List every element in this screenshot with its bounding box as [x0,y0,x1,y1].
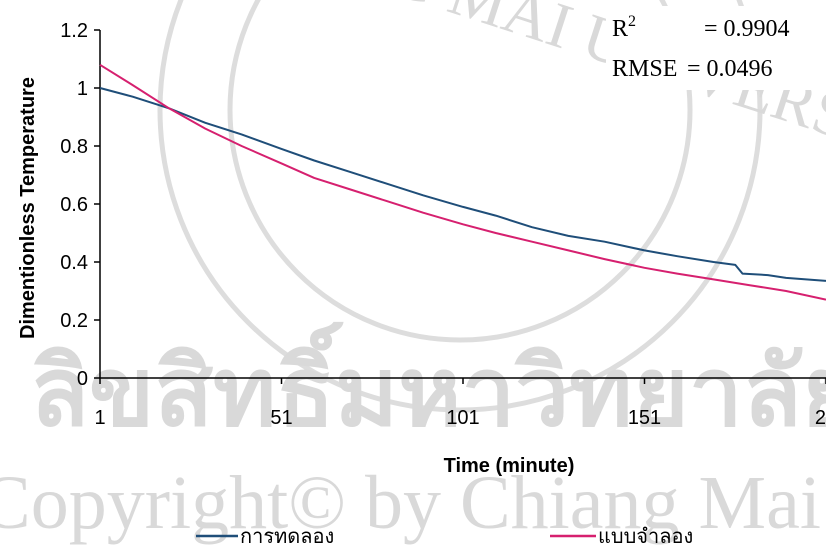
university-seal [157,0,763,413]
x-tick-label: 51 [270,407,292,429]
legend: การทดลอง แบบจำลอง [196,524,693,548]
x-tick-label: 101 [446,407,479,429]
series-line-experiment [99,87,826,282]
fit-statistics: R2 = 0.9904 RMSE = 0.0496 [606,6,826,90]
series-layer [99,63,826,301]
r2-superscript: 2 [628,13,636,30]
legend-label-experiment: การทดลอง [240,524,334,548]
y-axis-title: Dimentionless Temperature [17,77,39,339]
rmse-label: RMSE [612,56,677,82]
series-line-model [99,63,826,301]
y-axis-ticks: 0 0.2 0.4 0.6 0.8 1 1.2 [60,20,100,390]
x-tick-label: 2 [815,407,826,429]
r2-value: = 0.9904 [704,16,790,42]
watermark-thai-text: ลิขสิทธิ์มหาวิทยาลัยเชียงใหม่ [30,321,826,446]
x-axis-ticks: 1 51 101 151 2 [94,378,826,429]
y-tick-label: 0 [77,368,88,390]
watermark-copyright-text: Copyright© by Chiang Mai University [0,461,826,545]
y-tick-label: 1 [77,78,88,100]
y-tick-label: 0.8 [60,136,88,158]
x-tick-label: 1 [94,407,105,429]
x-tick-label: 151 [628,407,661,429]
y-tick-label: 1.2 [60,20,88,42]
stats-background [606,6,826,90]
r2-label: R2 [612,13,636,42]
rmse-value: = 0.0496 [687,56,773,82]
y-tick-label: 0.2 [60,310,88,332]
y-tick-label: 0.6 [60,194,88,216]
legend-label-model: แบบจำลอง [598,524,693,548]
y-tick-label: 0.4 [60,252,88,274]
x-axis-title: Time (minute) [444,455,575,477]
